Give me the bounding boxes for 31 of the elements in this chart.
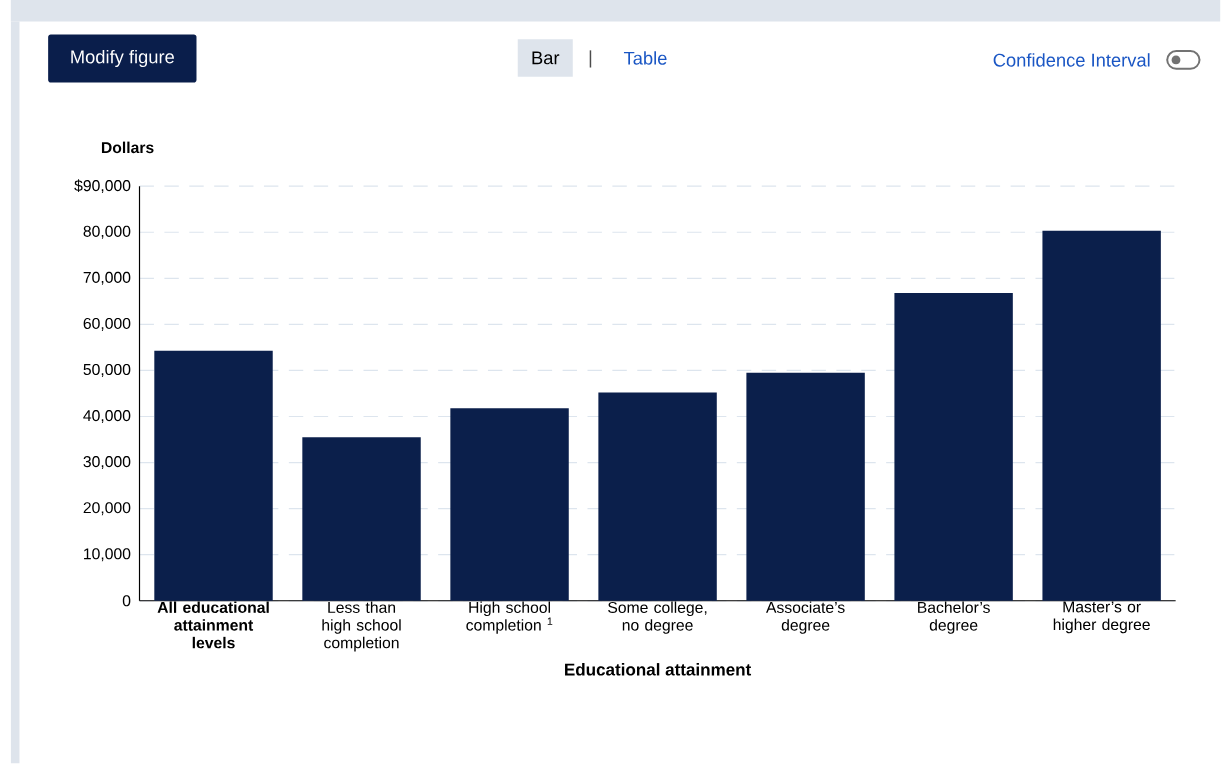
y-tick-label: 60,000 (83, 318, 131, 331)
y-tick-label: 20,000 (83, 502, 131, 516)
y-tick-label: 50,000 (83, 364, 131, 378)
x-tick-label: High school completion $^{1}$ (466, 601, 553, 634)
bar (746, 372, 865, 601)
bar (894, 293, 1013, 601)
bar (154, 350, 273, 601)
bar (598, 392, 717, 601)
y-tick-label: 0 (122, 595, 131, 607)
bar (1042, 230, 1161, 601)
text: Table (623, 51, 667, 65)
x-tick-label: Less than high school completion (322, 601, 401, 652)
y-axis-title: Dollars (101, 141, 154, 154)
x-tick-label: Bachelor’s degree (918, 601, 990, 634)
text: Bar (532, 51, 560, 65)
x-tick-label: All educational attainment levels (157, 601, 269, 649)
y-tick-label: 30,000 (83, 456, 131, 470)
y-tick-label: 80,000 (83, 225, 131, 239)
y-tick-label: 70,000 (83, 271, 131, 285)
x-tick-label: Associate’s degree (766, 601, 845, 634)
text: Modify figure (71, 50, 174, 68)
text: Confidence Interval (993, 53, 1150, 67)
y-tick-label: 40,000 (83, 410, 131, 424)
text: | (589, 50, 592, 68)
bar (450, 408, 569, 601)
bar (302, 437, 421, 601)
y-tick-label: $90,000 (74, 179, 131, 194)
x-tick-label: Master’s or higher degree (1053, 601, 1150, 634)
x-tick-label: Some college, no degree (608, 601, 707, 634)
y-tick-label: 10,000 (84, 548, 131, 562)
x-axis-title: Educational attainment (565, 663, 752, 676)
